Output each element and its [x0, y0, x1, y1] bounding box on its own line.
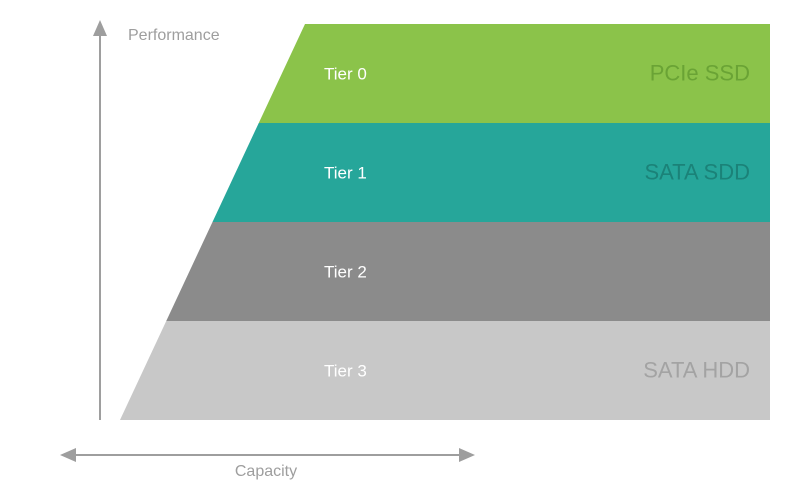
tier-type-label-3: SATA HDD	[643, 358, 750, 383]
tier-type-label-1: SATA SDD	[644, 160, 750, 185]
tier-label-0: Tier 0	[324, 65, 367, 84]
tier-type-label-0: PCIe SSD	[650, 61, 750, 86]
tier-label-3: Tier 3	[324, 362, 367, 381]
tier-band-2	[166, 222, 770, 321]
tiers-group: Tier 0 PCIe SSD Tier 1 SATA SDD Tier 2 Tier 3…	[120, 24, 770, 420]
tier-label-2: Tier 2	[324, 263, 367, 282]
x-axis-label: Capacity	[235, 463, 297, 480]
storage-tier-diagram: Tier 0 PCIe SSD Tier 1 SATA SDD Tier 2 Tier 3…	[0, 0, 795, 500]
x-axis: Capacity	[60, 448, 475, 480]
y-axis-label: Performance	[128, 27, 220, 44]
tier-label-1: Tier 1	[324, 164, 367, 183]
